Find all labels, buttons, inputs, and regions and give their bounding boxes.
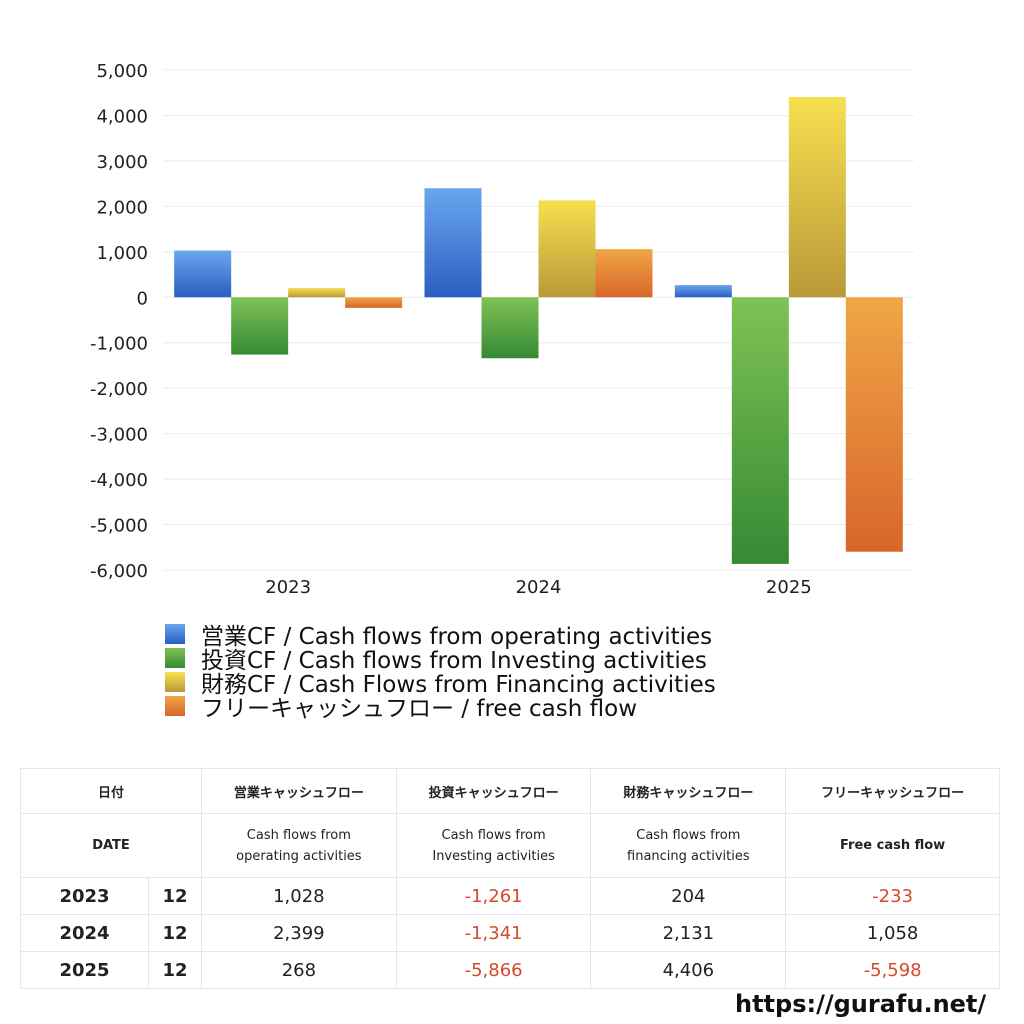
row-operating: 1,028 (201, 877, 397, 915)
x-axis: 2023 2024 2025 (265, 577, 811, 598)
legend: 営業CF / Cash flows from operating activit… (165, 622, 716, 722)
row-month: 12 (148, 914, 202, 952)
header-investing-en-line2: Investing activities (432, 848, 555, 864)
cash-flow-table: 日付 営業キャッシュフロー 投資キャッシュフロー 財務キャッシュフロー フリーキ… (20, 768, 1000, 989)
row-financing: 2,131 (590, 914, 787, 952)
row-year: 2025 (20, 951, 149, 989)
header-free-en: Free cash flow (785, 813, 1000, 878)
y-tick-label: 3,000 (96, 152, 148, 173)
table-row: 2025 12 268 -5,866 4,406 -5,598 (20, 951, 1000, 989)
y-tick-label: -2,000 (90, 379, 148, 400)
row-operating: 268 (201, 951, 397, 989)
header-operating-en-line2: operating activities (236, 848, 362, 864)
header-investing-en: Cash flows from Investing activities (395, 813, 592, 878)
x-tick-label: 2023 (265, 577, 311, 598)
header-investing-jp: 投資キャッシュフロー (395, 768, 592, 814)
y-tick-label: 4,000 (96, 106, 148, 127)
row-free: 1,058 (785, 914, 1000, 952)
bar-operating-2024 (424, 188, 482, 298)
bar-investing-2023 (231, 297, 289, 355)
y-tick-label: -4,000 (90, 470, 148, 491)
y-tick-label: -1,000 (90, 334, 148, 355)
legend-item-operating: 営業CF / Cash flows from operating activit… (165, 622, 716, 650)
legend-item-free: フリーキャッシュフロー / free cash flow (165, 694, 716, 722)
legend-item-financing: 財務CF / Cash Flows from Financing activit… (165, 670, 716, 698)
row-operating: 2,399 (201, 914, 397, 952)
legend-item-investing: 投資CF / Cash flows from Investing activit… (165, 646, 716, 674)
bar-free-2024 (595, 249, 653, 298)
header-financing-en-line2: financing activities (627, 848, 750, 864)
legend-swatch-free (165, 696, 185, 716)
y-axis: 5,000 4,000 3,000 2,000 1,000 0 -1,000 -2,000 -3… (90, 61, 148, 582)
y-tick-label: -5,000 (90, 516, 148, 537)
legend-label-free: フリーキャッシュフロー / free cash flow (201, 696, 638, 722)
header-financing-jp: 財務キャッシュフロー (590, 768, 787, 814)
row-month: 12 (148, 951, 202, 989)
header-date-en: DATE (20, 813, 202, 878)
legend-label-investing: 投資CF / Cash flows from Investing activit… (201, 648, 707, 674)
legend-swatch-investing (165, 648, 185, 668)
row-month: 12 (148, 877, 202, 915)
row-year: 2024 (20, 914, 149, 952)
x-tick-label: 2024 (516, 577, 562, 598)
bars (174, 97, 903, 564)
row-investing: -5,866 (395, 951, 592, 989)
legend-swatch-financing (165, 672, 185, 692)
row-financing: 4,406 (590, 951, 787, 989)
y-tick-label: -6,000 (90, 561, 148, 582)
bar-financing-2024 (538, 200, 596, 298)
bar-operating-2025 (674, 285, 732, 298)
cash-flow-bar-chart: 5,000 4,000 3,000 2,000 1,000 0 -1,000 -2,000 -3… (90, 61, 914, 598)
bar-free-2025 (845, 297, 903, 552)
bar-investing-2024 (481, 297, 539, 359)
header-financing-en-line1: Cash flows from (636, 827, 741, 843)
site-url[interactable]: https://gurafu.net/ (735, 990, 987, 1018)
bar-free-2023 (345, 297, 403, 308)
y-tick-label: 1,000 (96, 243, 148, 264)
row-free: -5,598 (785, 951, 1000, 989)
bar-financing-2023 (288, 288, 346, 298)
header-operating-jp: 営業キャッシュフロー (201, 768, 397, 814)
row-financing: 204 (590, 877, 787, 915)
y-tick-label: 5,000 (96, 61, 148, 82)
y-tick-label: 2,000 (96, 197, 148, 218)
table-header-jp: 日付 営業キャッシュフロー 投資キャッシュフロー 財務キャッシュフロー フリーキ… (20, 768, 1000, 814)
header-date-jp: 日付 (20, 768, 202, 814)
table-row: 2024 12 2,399 -1,341 2,131 1,058 (20, 914, 1000, 952)
header-financing-en: Cash flows from financing activities (590, 813, 787, 878)
table-header-en: DATE Cash flows from operating activitie… (20, 813, 1000, 878)
header-operating-en-line1: Cash flows from (246, 827, 351, 843)
row-free: -233 (785, 877, 1000, 915)
x-tick-label: 2025 (766, 577, 812, 598)
bar-investing-2025 (731, 297, 789, 564)
bar-operating-2023 (174, 250, 232, 298)
legend-label-operating: 営業CF / Cash flows from operating activit… (201, 624, 713, 650)
header-investing-en-line1: Cash flows from (441, 827, 546, 843)
row-investing: -1,341 (395, 914, 592, 952)
y-tick-label: 0 (137, 288, 148, 309)
y-tick-label: -3,000 (90, 425, 148, 446)
table-row: 2023 12 1,028 -1,261 204 -233 (20, 877, 1000, 915)
header-operating-en: Cash flows from operating activities (201, 813, 397, 878)
row-year: 2023 (20, 877, 149, 915)
row-investing: -1,261 (395, 877, 592, 915)
header-free-jp: フリーキャッシュフロー (785, 768, 1000, 814)
legend-swatch-operating (165, 624, 185, 644)
bar-financing-2025 (788, 97, 846, 298)
legend-label-financing: 財務CF / Cash Flows from Financing activit… (201, 672, 716, 698)
